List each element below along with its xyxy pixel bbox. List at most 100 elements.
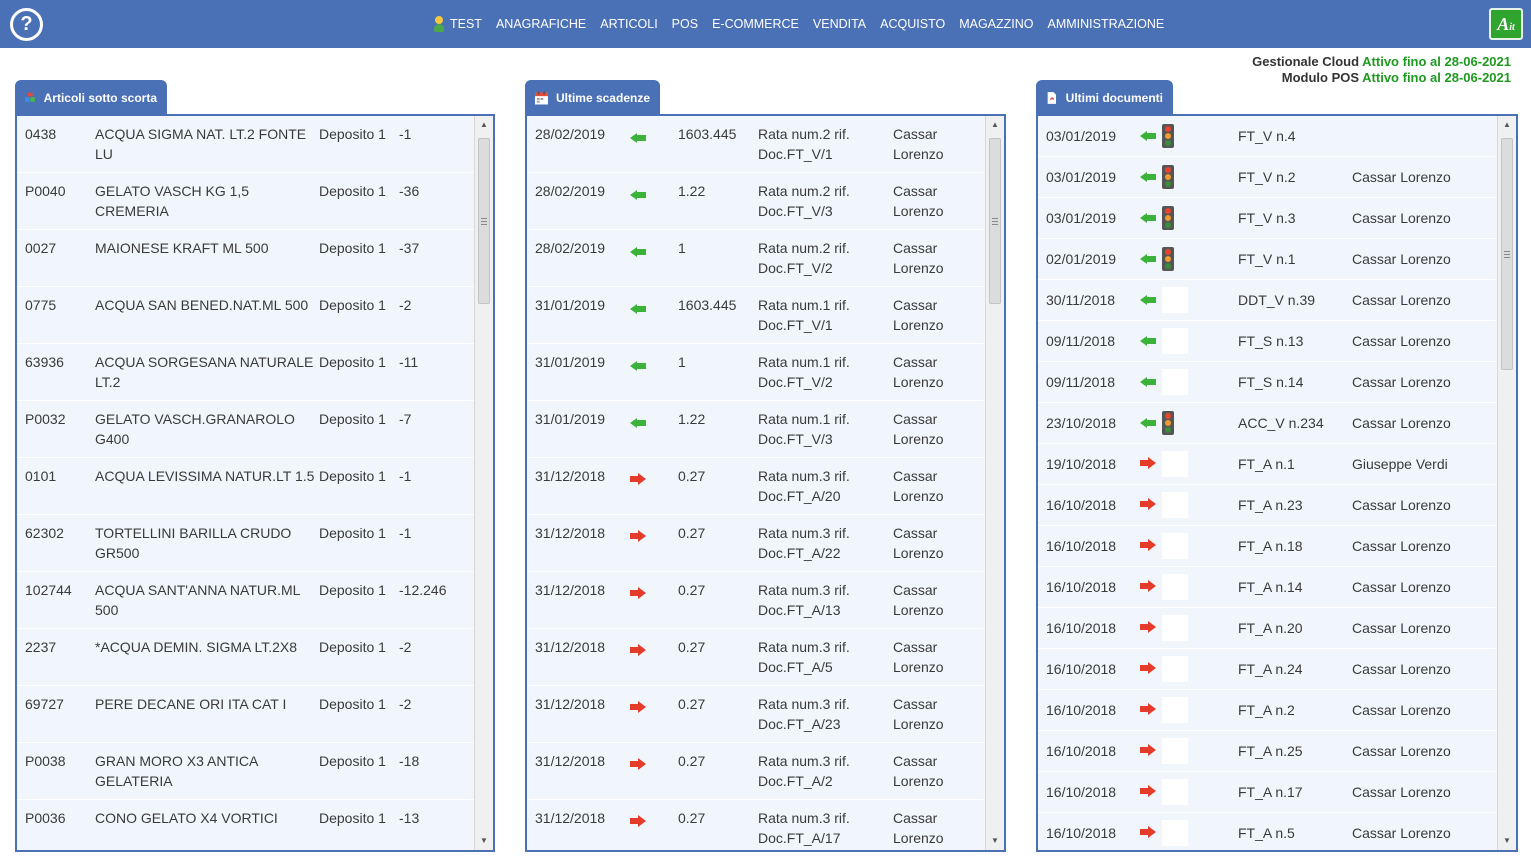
status-placeholder	[1162, 656, 1188, 682]
table-row[interactable]: 16/10/2018 FT_A n.5 Cassar Lorenzo	[1038, 813, 1498, 850]
nav-item-pos[interactable]: POS	[671, 17, 699, 31]
nav-item-anagrafiche[interactable]: ANAGRAFICHE	[495, 17, 587, 31]
direction-cell	[630, 295, 678, 343]
table-row[interactable]: 09/11/2018 FT_S n.13 Cassar Lorenzo	[1038, 321, 1498, 362]
scroll-down-icon[interactable]: ▼	[480, 836, 488, 845]
table-row[interactable]: 31/01/2019 1603.445 Rata num.1 rif. Doc.FT…	[527, 287, 986, 344]
table-row[interactable]: P0032 GELATO VASCH.GRANAROLO G400 Deposito…	[17, 401, 475, 458]
table-row[interactable]: 31/12/2018 0.27 Rata num.3 rif. Doc.FT_A/5…	[527, 629, 986, 686]
table-row[interactable]: 31/01/2019 1.22 Rata num.1 rif. Doc.FT_V/3…	[527, 401, 986, 458]
table-row[interactable]: 0438 ACQUA SIGMA NAT. LT.2 FONTE LU Deposi…	[17, 116, 475, 173]
table-row[interactable]: 16/10/2018 FT_A n.20 Cassar Lorenzo	[1038, 608, 1498, 649]
table-row[interactable]: 03/01/2019 FT_V n.2 Cassar Lorenzo	[1038, 157, 1498, 198]
item-store: Deposito 1	[319, 411, 386, 427]
direction-cell	[1140, 372, 1162, 392]
nav-item-vendita[interactable]: VENDITA	[812, 17, 867, 31]
doc-number: FT_A n.5	[1238, 825, 1295, 841]
table-row[interactable]: 0027 MAIONESE KRAFT ML 500 Deposito 1 -37	[17, 230, 475, 287]
scroll-down-icon[interactable]: ▼	[991, 836, 999, 845]
direction-cell	[630, 181, 678, 229]
table-row[interactable]: 02/01/2019 FT_V n.1 Cassar Lorenzo	[1038, 239, 1498, 280]
due-list: 28/02/2019 1603.445 Rata num.2 rif. Doc.FT…	[525, 114, 1006, 852]
table-row[interactable]: P0038 GRAN MORO X3 ANTICA GELATERIA Deposi…	[17, 743, 475, 800]
table-row[interactable]: 102744 ACQUA SANT'ANNA NATUR.ML 500 Deposi…	[17, 572, 475, 629]
table-row[interactable]: 09/11/2018 FT_S n.14 Cassar Lorenzo	[1038, 362, 1498, 403]
table-row[interactable]: 16/10/2018 FT_A n.25 Cassar Lorenzo	[1038, 731, 1498, 772]
table-row[interactable]: 03/01/2019 FT_V n.4	[1038, 116, 1498, 157]
table-row[interactable]: 2237 *ACQUA DEMIN. SIGMA LT.2X8 Deposito 1…	[17, 629, 475, 686]
tab-articoli-sotto-scorta[interactable]: Articoli sotto scorta	[15, 80, 167, 116]
doc-date: 16/10/2018	[1046, 538, 1117, 554]
scroll-down-icon[interactable]: ▼	[1503, 836, 1511, 845]
table-row[interactable]: 0101 ACQUA LEVISSIMA NATUR.LT 1.5 Deposito…	[17, 458, 475, 515]
arrow-left-green-icon	[1140, 254, 1156, 264]
help-icon[interactable]: ?	[10, 8, 43, 41]
status-placeholder	[1162, 287, 1188, 313]
doc-customer: Cassar Lorenzo	[1352, 784, 1451, 800]
table-row[interactable]: 31/01/2019 1 Rata num.1 rif. Doc.FT_V/2 Cas…	[527, 344, 986, 401]
table-row[interactable]: 19/10/2018 FT_A n.1 Giuseppe Verdi	[1038, 444, 1498, 485]
docs-scrollbar[interactable]: ▲ ▼	[1497, 116, 1516, 850]
table-row[interactable]: 63936 ACQUA SORGESANA NATURALE LT.2 Deposi…	[17, 344, 475, 401]
item-quantity: -1	[399, 468, 412, 484]
table-row[interactable]: 16/10/2018 FT_A n.23 Cassar Lorenzo	[1038, 485, 1498, 526]
logo-suffix: it	[1509, 22, 1515, 33]
scroll-up-icon[interactable]: ▲	[991, 120, 999, 129]
table-row[interactable]: 16/10/2018 FT_A n.18 Cassar Lorenzo	[1038, 526, 1498, 567]
table-row[interactable]: 16/10/2018 FT_A n.17 Cassar Lorenzo	[1038, 772, 1498, 813]
table-row[interactable]: 03/01/2019 FT_V n.3 Cassar Lorenzo	[1038, 198, 1498, 239]
doc-number: FT_A n.23	[1238, 497, 1303, 513]
scroll-thumb[interactable]	[478, 138, 490, 304]
scroll-up-icon[interactable]: ▲	[1503, 120, 1511, 129]
table-row[interactable]: P0036 CONO GELATO X4 VORTICI Deposito 1 -13	[17, 800, 475, 850]
table-row[interactable]: P0040 GELATO VASCH KG 1,5 CREMERIA Deposit…	[17, 173, 475, 230]
table-row[interactable]: 28/02/2019 1603.445 Rata num.2 rif. Doc.FT…	[527, 116, 986, 173]
app-logo[interactable]: Ait	[1489, 8, 1523, 40]
table-row[interactable]: 16/10/2018 FT_A n.24 Cassar Lorenzo	[1038, 649, 1498, 690]
nav-item-amministrazione[interactable]: AMMINISTRAZIONE	[1047, 17, 1165, 31]
doc-customer: Cassar Lorenzo	[1352, 743, 1451, 759]
doc-number: FT_S n.13	[1238, 333, 1304, 349]
nav-item-ecommerce[interactable]: E-COMMERCE	[712, 17, 799, 31]
status-placeholder	[1162, 451, 1188, 477]
scroll-thumb[interactable]	[989, 138, 1001, 304]
item-description: ACQUA LEVISSIMA NATUR.LT 1.5	[95, 468, 315, 484]
nav-item-test[interactable]: TEST	[433, 16, 482, 32]
item-description: TORTELLINI BARILLA CRUDO GR500	[95, 525, 292, 561]
table-row[interactable]: 16/10/2018 FT_A n.2 Cassar Lorenzo	[1038, 690, 1498, 731]
arrow-right-red-icon	[630, 815, 646, 827]
table-row[interactable]: 31/12/2018 0.27 Rata num.3 rif. Doc.FT_A/1…	[527, 572, 986, 629]
table-row[interactable]: 31/12/2018 0.27 Rata num.3 rif. Doc.FT_A/2…	[527, 743, 986, 800]
due-customer: Cassar Lorenzo	[893, 183, 944, 219]
item-quantity: -2	[399, 696, 412, 712]
tab-ultimi-documenti[interactable]: Ultimi documenti	[1036, 80, 1173, 116]
table-row[interactable]: 31/12/2018 0.27 Rata num.3 rif. Doc.FT_A/2…	[527, 686, 986, 743]
nav-item-magazzino[interactable]: MAGAZZINO	[959, 17, 1034, 31]
docs-rows: 03/01/2019 FT_V n.4 03/01/2019 FT_V n.2 Cass…	[1038, 116, 1498, 850]
scroll-up-icon[interactable]: ▲	[480, 120, 488, 129]
table-row[interactable]: 28/02/2019 1 Rata num.2 rif. Doc.FT_V/2 Cas…	[527, 230, 986, 287]
doc-number: FT_A n.14	[1238, 579, 1303, 595]
boxes-icon	[25, 92, 35, 102]
table-row[interactable]: 0775 ACQUA SAN BENED.NAT.ML 500 Deposito 1…	[17, 287, 475, 344]
tab-ultime-scadenze[interactable]: Ultime scadenze	[525, 80, 660, 116]
table-row[interactable]: 69727 PERE DECANE ORI ITA CAT I Deposito 1…	[17, 686, 475, 743]
table-row[interactable]: 62302 TORTELLINI BARILLA CRUDO GR500 Depos…	[17, 515, 475, 572]
nav-item-acquisto[interactable]: ACQUISTO	[880, 17, 946, 31]
table-row[interactable]: 16/10/2018 FT_A n.14 Cassar Lorenzo	[1038, 567, 1498, 608]
direction-cell	[630, 808, 678, 850]
scroll-thumb[interactable]	[1501, 138, 1513, 370]
direction-cell	[1140, 249, 1162, 269]
doc-date: 03/01/2019	[1046, 128, 1117, 144]
table-row[interactable]: 31/12/2018 0.27 Rata num.3 rif. Doc.FT_A/2…	[527, 458, 986, 515]
nav-item-articoli[interactable]: ARTICOLI	[600, 17, 658, 31]
direction-cell	[630, 637, 678, 685]
due-amount: 1	[678, 354, 686, 370]
table-row[interactable]: 28/02/2019 1.22 Rata num.2 rif. Doc.FT_V/3…	[527, 173, 986, 230]
due-scrollbar[interactable]: ▲ ▼	[985, 116, 1004, 850]
table-row[interactable]: 31/12/2018 0.27 Rata num.3 rif. Doc.FT_A/2…	[527, 515, 986, 572]
table-row[interactable]: 31/12/2018 0.27 Rata num.3 rif. Doc.FT_A/1…	[527, 800, 986, 850]
table-row[interactable]: 30/11/2018 DDT_V n.39 Cassar Lorenzo	[1038, 280, 1498, 321]
stock-scrollbar[interactable]: ▲ ▼	[474, 116, 493, 850]
table-row[interactable]: 23/10/2018 ACC_V n.234 Cassar Lorenzo	[1038, 403, 1498, 444]
